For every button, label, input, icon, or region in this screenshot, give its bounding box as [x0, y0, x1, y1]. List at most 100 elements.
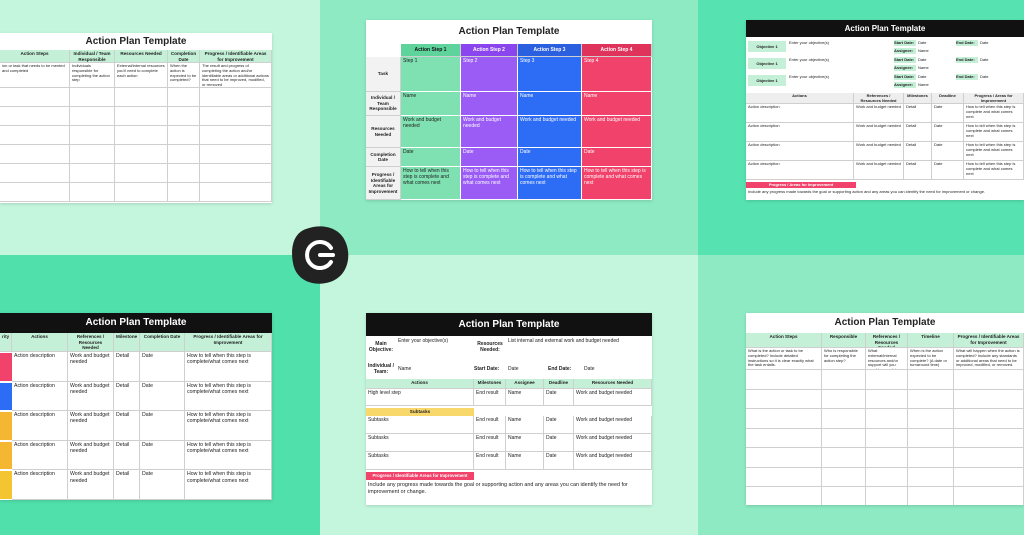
- objective-label: Objective 1: [748, 75, 786, 86]
- header-cell: Completion Date: [140, 333, 185, 352]
- assignee-value: Name: [918, 82, 929, 87]
- cell: Action description: [746, 142, 854, 161]
- header-cell: Completion Date: [168, 50, 200, 63]
- field-label: Resources Needed:: [477, 341, 503, 353]
- empty-cell: [168, 183, 200, 202]
- empty-cell: [908, 389, 954, 409]
- field-value: Enter your objective(s): [398, 338, 449, 344]
- empty-cell: [115, 164, 168, 183]
- empty-cell: [866, 389, 908, 409]
- cell: Detail: [114, 470, 140, 500]
- template-panel: Action Plan Template Action Steps Individu…: [0, 33, 272, 203]
- cell: How to tell when this step is complete a…: [582, 167, 652, 200]
- empty-cell: [954, 467, 1024, 487]
- subtasks-label: Subtasks: [366, 408, 474, 416]
- progress-text: Include any progress made towards the go…: [368, 482, 628, 496]
- field-label: End Date:: [548, 366, 572, 372]
- empty-cell: [954, 409, 1024, 429]
- priority-strip: [0, 441, 12, 470]
- objective-text: Enter your objective(s): [789, 74, 830, 79]
- cell: Step 1: [401, 57, 461, 92]
- empty-cell: [908, 370, 954, 390]
- header-cell: References / Resources Needed: [68, 333, 114, 352]
- empty-cell: [746, 487, 822, 505]
- cell: Work and budget needed: [854, 142, 904, 161]
- title-bar: Action Plan Template: [746, 20, 1024, 37]
- empty-cell: [200, 88, 272, 107]
- cell: Date: [140, 470, 185, 500]
- empty-cell: [70, 183, 115, 202]
- cell: Work and budget needed: [68, 470, 114, 500]
- cell: How to tell when this step is complete a…: [964, 123, 1024, 142]
- description-cell: When the action is expected to be comple…: [168, 63, 200, 88]
- cell: End result: [474, 434, 506, 452]
- cell: Date: [582, 148, 652, 167]
- cell: Name: [506, 434, 544, 452]
- header-cell: Milestone: [114, 333, 140, 352]
- cell: Name: [401, 92, 461, 116]
- priority-strip: [0, 412, 12, 440]
- cell: Name: [506, 416, 544, 434]
- cell: Date: [544, 389, 574, 406]
- cell: Work and budget needed: [68, 352, 114, 382]
- template-panel: Action Plan Template rity Actions Reference…: [0, 313, 272, 500]
- empty-cell: [168, 145, 200, 164]
- empty-cell: [200, 183, 272, 202]
- empty-cell: [954, 428, 1024, 448]
- header-cell: Progress / Areas for Improvement: [964, 93, 1024, 104]
- header-cell: Progress / Identifiable Areas for Improv…: [185, 333, 272, 352]
- end-label: End Date:: [956, 74, 978, 80]
- header-cell: Progress / Identifiable Areas for Improv…: [200, 50, 272, 63]
- cell: Subtasks: [366, 452, 474, 470]
- empty-cell: [70, 107, 115, 126]
- cell: Date: [932, 104, 964, 123]
- cell: Work and budget needed: [518, 116, 582, 148]
- start-value: Date: [918, 74, 927, 79]
- cell: Work and budget needed: [854, 123, 904, 142]
- cell: Action description: [12, 411, 68, 441]
- header-cell: Responsible: [822, 333, 866, 348]
- header-cell: Action Step 1: [401, 44, 461, 57]
- cell: Name: [582, 92, 652, 116]
- cell: Work and budget needed: [574, 452, 652, 470]
- header-cell: rity: [0, 333, 12, 352]
- empty-cell: [168, 126, 200, 145]
- empty-cell: [822, 428, 866, 448]
- cell: Work and budget needed: [68, 440, 114, 471]
- cell: How to tell when this step is complete a…: [518, 167, 582, 200]
- template-panel: Action Plan Template Objective 1 Enter you…: [746, 20, 1024, 200]
- panel-title: Action Plan Template: [458, 26, 560, 37]
- empty-cell: [822, 448, 866, 468]
- cell: How to tell when this step is complete/w…: [185, 381, 272, 412]
- header-cell: Resources Needed: [115, 50, 168, 63]
- cell: Action description: [12, 470, 68, 500]
- field-label: Main Objective:: [368, 341, 394, 353]
- cell: Detail: [114, 440, 140, 471]
- header-cell: Milestones: [474, 379, 506, 389]
- header-cell: Resources Needed: [574, 379, 652, 389]
- cell: Date: [461, 148, 518, 167]
- end-value: Date: [980, 40, 989, 45]
- template-panel: Action Plan Template Main Objective: Enter…: [366, 313, 652, 505]
- header-cell: Action Steps: [746, 333, 822, 348]
- objective-label: Objective 1: [748, 58, 786, 69]
- cell: Detail: [904, 123, 932, 142]
- priority-strip: [0, 353, 12, 381]
- cell: Work and budget needed: [461, 116, 518, 148]
- cell: End result: [474, 452, 506, 470]
- cell: How to tell when this step is complete/w…: [185, 440, 272, 471]
- empty-cell: [866, 370, 908, 390]
- description-cell: ion or task that needs to be mented and …: [0, 63, 70, 88]
- cell: Date: [932, 161, 964, 180]
- objective-text: Enter your objective(s): [789, 57, 830, 62]
- field-value: Date: [508, 366, 519, 372]
- empty-cell: [822, 409, 866, 429]
- empty-cell: [954, 448, 1024, 468]
- empty-cell: [954, 370, 1024, 390]
- empty-cell: [0, 88, 70, 107]
- template-panel: Action Plan Template Action Steps Responsi…: [746, 313, 1024, 505]
- empty-cell: [954, 487, 1024, 505]
- empty-cell: [908, 448, 954, 468]
- progress-title: Progress / Areas for Improvement: [746, 182, 856, 188]
- field-value: Date: [584, 366, 595, 372]
